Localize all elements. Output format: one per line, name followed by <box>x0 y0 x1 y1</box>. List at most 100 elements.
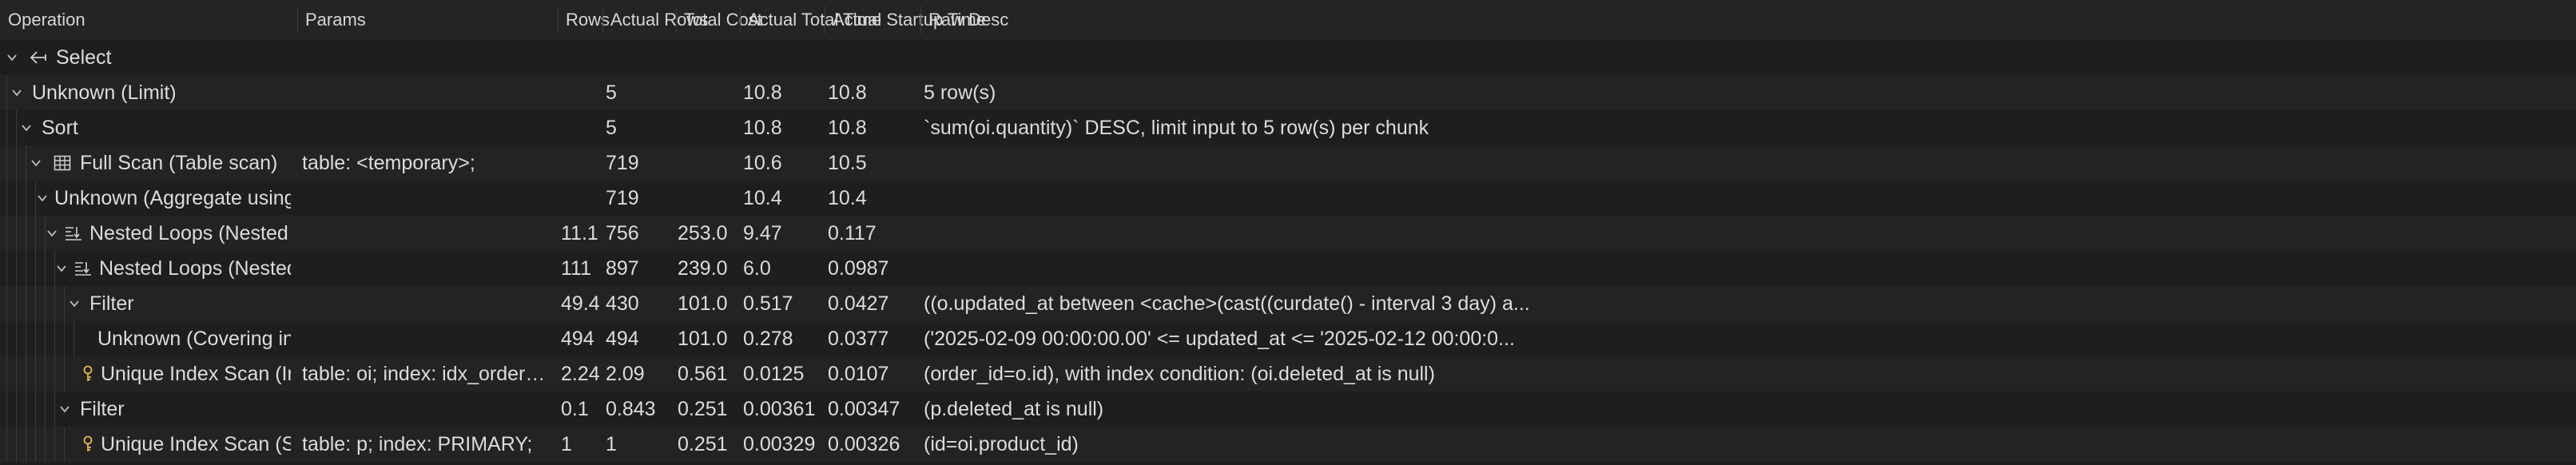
actual-startup-time-cell: 10.8 <box>828 81 867 104</box>
actual-total-time-cell: 0.00329 <box>743 433 816 455</box>
total-cost-cell: 101.0 <box>678 328 728 350</box>
table-row[interactable]: Unknown (Aggregate using temporary table… <box>0 181 2576 216</box>
rows-cell: 111 <box>561 257 592 280</box>
raw-desc-cell: (order_id=o.id), with index condition: (… <box>924 363 1435 385</box>
total-cost-cell <box>678 145 737 181</box>
table-icon <box>51 145 74 181</box>
operation-cell: Filter <box>66 286 291 321</box>
actual-startup-time-cell <box>828 40 917 75</box>
column-divider[interactable] <box>558 6 559 34</box>
operation-cell: Unique Index Scan (Single-row index look… <box>81 427 291 462</box>
raw-desc-cell: 5 row(s) <box>924 81 996 104</box>
table-row[interactable]: Unknown (Limit) 5 10.8 10.8 5 row(s) <box>0 75 2576 110</box>
raw-desc-cell <box>924 251 2570 286</box>
column-header-raw-desc[interactable]: Raw Desc <box>928 10 1009 30</box>
column-header-actual-total-time[interactable]: Actual Total Time <box>748 10 882 30</box>
column-header-operation[interactable]: Operation <box>8 10 85 30</box>
tree-guide-line <box>16 321 17 356</box>
operation-label: Nested Loops (Nested loop inner join) <box>89 222 291 244</box>
rows-cell: 1 <box>561 433 572 455</box>
chevron-down-icon[interactable] <box>18 110 35 145</box>
operation-label: Select <box>56 46 112 69</box>
tree-guide-line <box>16 356 17 391</box>
tree-guide-line <box>64 286 65 321</box>
tree-guide-line <box>45 391 46 427</box>
total-cost-cell: 253.0 <box>678 222 728 244</box>
actual-rows-cell: 494 <box>606 328 639 350</box>
tree-guide-line <box>54 321 55 356</box>
column-header-total-cost[interactable]: Total Cost <box>684 10 762 30</box>
raw-desc-cell: (p.deleted_at is null) <box>924 398 1104 420</box>
total-cost-cell <box>678 110 737 145</box>
table-row[interactable]: Filter 49.4 430 101.0 0.517 0.0427 ((o.u… <box>0 286 2576 321</box>
chevron-down-icon[interactable] <box>27 145 45 181</box>
actual-rows-cell: 5 <box>606 117 617 139</box>
tree-guide-line <box>45 251 46 286</box>
actual-rows-cell: 430 <box>606 292 639 315</box>
tree-guide-line <box>6 286 7 321</box>
table-row[interactable]: Unknown (Covering index range scan) 494 … <box>0 321 2576 356</box>
params-cell <box>302 40 555 75</box>
tree-guide-line <box>6 110 7 145</box>
chevron-down-icon[interactable] <box>56 391 74 427</box>
tree-guide-line <box>16 145 17 181</box>
actual-rows-cell <box>606 40 673 75</box>
tree-guide-line <box>54 356 55 391</box>
total-cost-cell: 0.251 <box>678 398 728 420</box>
tree-guide-line <box>6 321 7 356</box>
column-header-rows[interactable]: Rows <box>566 10 610 30</box>
table-row[interactable]: Nested Loops (Nested loop inner join) 11… <box>0 216 2576 251</box>
column-divider[interactable] <box>602 6 603 34</box>
table-row[interactable]: Unique Index Scan (Index lookup) table: … <box>0 356 2576 391</box>
operation-cell: Unknown (Covering index range scan) <box>97 321 291 356</box>
key-icon <box>81 427 94 462</box>
operation-label: Nested Loops (Nested loop inner join) <box>99 257 291 280</box>
chevron-down-icon[interactable] <box>66 286 83 321</box>
tree-guide-line <box>16 181 17 216</box>
total-cost-cell: 239.0 <box>678 257 728 280</box>
column-divider[interactable] <box>297 6 298 34</box>
arrow-left-icon <box>27 40 50 75</box>
chevron-down-icon[interactable] <box>3 40 21 75</box>
rows-cell: 0.1 <box>561 398 589 420</box>
actual-startup-time-cell: 0.0987 <box>828 257 889 280</box>
tree-guide-line <box>6 216 7 251</box>
total-cost-cell <box>678 181 737 216</box>
chevron-down-icon[interactable] <box>46 216 58 251</box>
chevron-down-icon[interactable] <box>37 181 48 216</box>
column-divider[interactable] <box>920 6 921 34</box>
tree-guide-line <box>45 286 46 321</box>
tree-guide-line <box>35 356 36 391</box>
actual-rows-cell: 0.843 <box>606 398 656 420</box>
column-header-actual-startup-time[interactable]: Actual Startup Time <box>833 10 986 30</box>
tree-guide-line <box>6 391 7 427</box>
params-cell <box>302 181 555 216</box>
params-cell <box>302 321 555 356</box>
chevron-down-icon[interactable] <box>56 251 67 286</box>
actual-startup-time-cell: 0.0427 <box>828 292 889 315</box>
table-row[interactable]: Full Scan (Table scan) table: <temporary… <box>0 145 2576 181</box>
actual-rows-cell: 897 <box>606 257 639 280</box>
operation-cell: Full Scan (Table scan) <box>27 145 291 181</box>
total-cost-cell: 0.561 <box>678 363 728 385</box>
table-row[interactable]: Sort 5 10.8 10.8 `sum(oi.quantity)` DESC… <box>0 110 2576 145</box>
actual-rows-cell: 5 <box>606 81 617 104</box>
column-divider[interactable] <box>676 6 677 34</box>
key-icon <box>81 356 94 391</box>
actual-startup-time-cell: 0.117 <box>828 222 877 244</box>
table-row[interactable]: Unique Index Scan (Single-row index look… <box>0 427 2576 462</box>
table-row[interactable]: Nested Loops (Nested loop inner join) 11… <box>0 251 2576 286</box>
table-row[interactable]: Filter 0.1 0.843 0.251 0.00361 0.00347 (… <box>0 391 2576 427</box>
tree-guide-line <box>54 251 55 286</box>
tree-guide-line <box>16 216 17 251</box>
raw-desc-cell <box>924 40 2570 75</box>
column-divider[interactable] <box>740 6 741 34</box>
column-header-actual-rows[interactable]: Actual Rows <box>610 10 709 30</box>
actual-total-time-cell: 6.0 <box>743 257 771 280</box>
actual-startup-time-cell: 0.00326 <box>828 433 900 455</box>
table-row[interactable]: Select <box>0 40 2576 75</box>
chevron-down-icon[interactable] <box>8 75 26 110</box>
actual-total-time-cell: 10.4 <box>743 187 782 209</box>
column-header-params[interactable]: Params <box>305 10 366 30</box>
